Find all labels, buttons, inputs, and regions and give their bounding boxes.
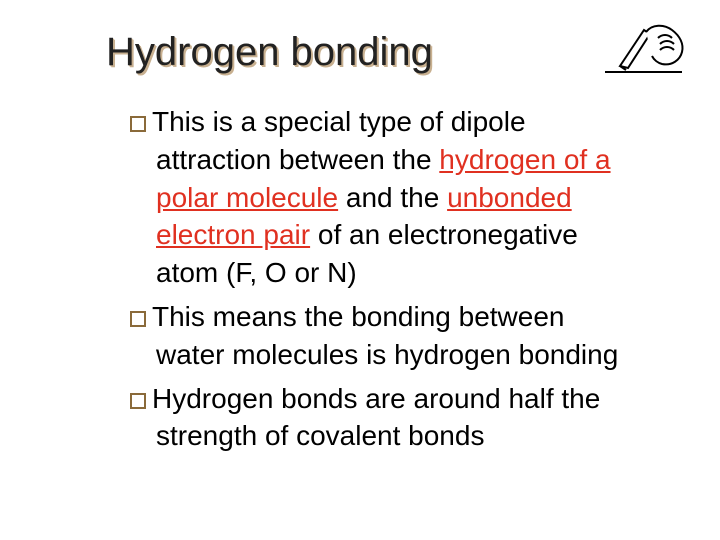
hand-writing-icon: [600, 10, 700, 80]
text-segment: Hydrogen bonds are around half the stren…: [152, 383, 600, 452]
slide-title: Hydrogen bonding: [106, 30, 670, 75]
square-bullet-icon: [130, 116, 146, 132]
square-bullet-icon: [130, 393, 146, 409]
text-segment: and the: [338, 182, 447, 213]
text-segment: This means the bonding between water mol…: [152, 301, 618, 370]
bullet-item: This means the bonding between water mol…: [130, 298, 630, 374]
slide: Hydrogen bonding This is a special type …: [0, 0, 720, 540]
bullet-item: This is a special type of dipole attract…: [130, 103, 630, 292]
square-bullet-icon: [130, 311, 146, 327]
bullet-item: Hydrogen bonds are around half the stren…: [130, 380, 630, 456]
slide-content: This is a special type of dipole attract…: [130, 103, 670, 455]
